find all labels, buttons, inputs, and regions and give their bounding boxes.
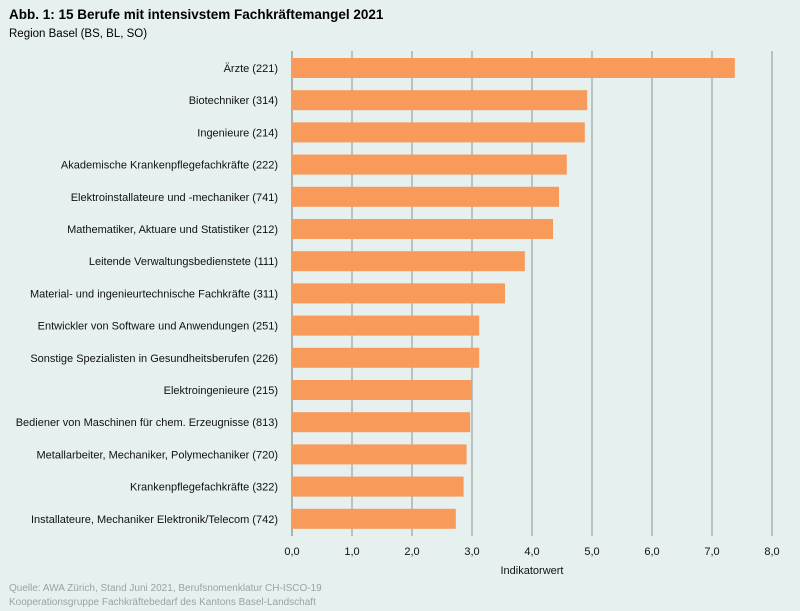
category-label-12: Metallarbeiter, Mechaniker, Polymechanik… <box>36 449 278 461</box>
credit-note: Kooperationsgruppe Fachkräftebedarf des … <box>9 597 316 608</box>
bar-12 <box>292 444 467 465</box>
chart-subtitle: Region Basel (BS, BL, SO) <box>9 28 148 40</box>
bar-7 <box>292 283 505 304</box>
bar-9 <box>292 347 480 368</box>
x-tick-label-0: 0,0 <box>284 546 299 558</box>
category-label-8: Entwickler von Software und Anwendungen … <box>38 321 278 333</box>
x-tick-label-3: 3,0 <box>464 546 479 558</box>
x-axis-label: Indikatorwert <box>501 565 564 577</box>
category-label-7: Material- und ingenieurtechnische Fachkr… <box>30 288 278 300</box>
category-label-3: Akademische Krankenpflegefachkräfte (222… <box>61 160 278 172</box>
chart-title: Abb. 1: 15 Berufe mit intensivstem Fachk… <box>9 7 384 22</box>
x-tick-label-4: 4,0 <box>524 546 539 558</box>
bar-13 <box>292 476 464 497</box>
category-label-1: Biotechniker (314) <box>189 95 278 107</box>
bar-5 <box>292 219 553 239</box>
source-note: Quelle: AWA Zürich, Stand Juni 2021, Ber… <box>9 583 322 594</box>
category-label-0: Ärzte (221) <box>224 63 278 75</box>
category-label-10: Elektroingenieure (215) <box>164 385 278 397</box>
bar-3 <box>292 154 567 175</box>
x-tick-label-6: 6,0 <box>644 546 659 558</box>
category-label-9: Sonstige Spezialisten in Gesundheitsberu… <box>30 353 278 365</box>
category-label-4: Elektroinstallateure und -mechaniker (74… <box>71 192 278 204</box>
bar-14 <box>292 508 456 529</box>
bar-8 <box>292 315 480 336</box>
bar-4 <box>292 186 559 207</box>
x-tick-label-2: 2,0 <box>404 546 419 558</box>
x-tick-label-8: 8,0 <box>764 546 779 558</box>
bar-chart: Ärzte (221) Biotechniker (314) Ingenieure … <box>16 51 780 577</box>
bar-0 <box>292 58 735 78</box>
bar-11 <box>292 412 471 433</box>
bar-6 <box>292 251 525 272</box>
category-label-14: Installateure, Mechaniker Elektronik/Tel… <box>31 514 278 526</box>
bar-1 <box>292 90 588 111</box>
x-tick-label-7: 7,0 <box>704 546 719 558</box>
category-label-2: Ingenieure (214) <box>197 127 278 139</box>
x-tick-label-1: 1,0 <box>344 546 359 558</box>
category-label-6: Leitende Verwaltungsbedienstete (111) <box>89 256 278 268</box>
category-label-5: Mathematiker, Aktuare und Statistiker (2… <box>67 224 278 236</box>
bar-2 <box>292 122 585 143</box>
x-tick-label-5: 5,0 <box>584 546 599 558</box>
bar-10 <box>292 380 472 400</box>
category-label-13: Krankenpflegefachkräfte (322) <box>130 482 278 494</box>
category-label-11: Bediener von Maschinen für chem. Erzeugn… <box>16 417 278 429</box>
